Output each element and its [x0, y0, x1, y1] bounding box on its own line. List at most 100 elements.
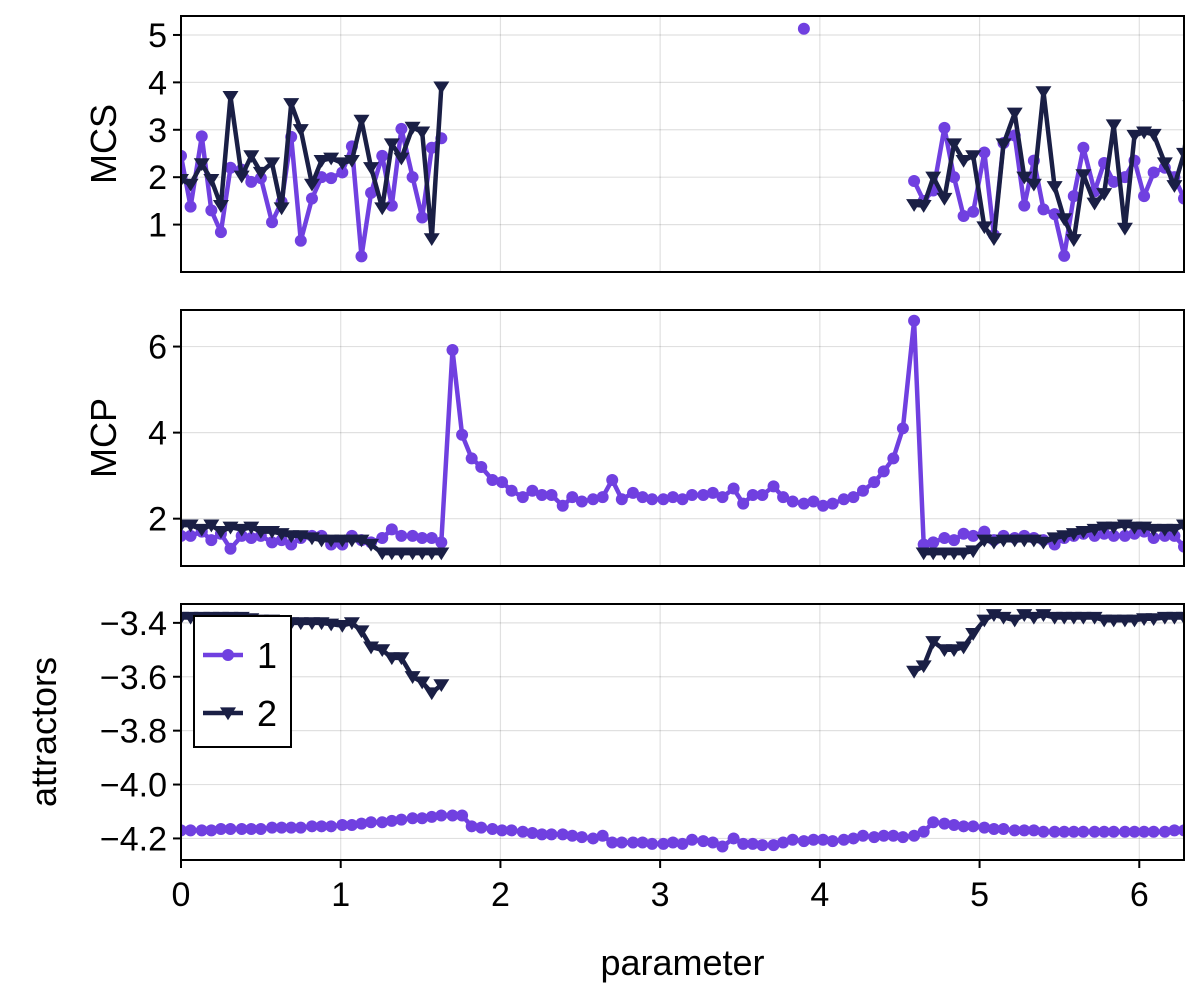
series-1-point — [877, 829, 890, 842]
series-1-point — [927, 536, 940, 549]
series-1-point — [224, 161, 237, 174]
series-1-point — [355, 817, 368, 830]
series-2-point — [414, 126, 431, 140]
series-1-point — [1147, 166, 1160, 179]
series-1-point — [1178, 540, 1184, 553]
series-2-point — [353, 625, 370, 639]
series-1-point — [1058, 825, 1071, 838]
series-2-point — [273, 202, 290, 216]
series-1-point — [868, 476, 881, 489]
series-1-point — [908, 829, 921, 842]
series-1-point — [245, 175, 258, 188]
series-2-point — [1105, 119, 1122, 133]
series-1-point — [376, 816, 389, 829]
plot-area — [181, 22, 1184, 263]
series-2-point — [334, 157, 351, 171]
series-1-point — [224, 542, 237, 555]
series-1-point — [266, 536, 279, 549]
series-1-point — [416, 211, 429, 224]
series-1-point — [676, 493, 689, 506]
series-1-point — [385, 814, 398, 827]
x-tick-label: 5 — [970, 876, 989, 914]
series-1-point — [456, 809, 469, 822]
series-1-point — [245, 823, 258, 836]
series-1-line — [181, 318, 1184, 552]
series-1-point — [697, 489, 710, 502]
series-1-point — [435, 809, 448, 822]
series-1-point — [425, 141, 438, 154]
series-1-point — [1058, 249, 1071, 262]
series-2-point — [906, 665, 923, 679]
series-1-point — [446, 344, 459, 357]
series-1-point — [596, 829, 609, 842]
series-1-point — [1008, 824, 1021, 837]
series-1-point — [587, 493, 600, 506]
series-1-point — [1067, 825, 1080, 838]
series-1-point — [516, 491, 529, 504]
series-2-point — [1116, 222, 1133, 236]
series-1-point — [545, 828, 558, 841]
series-1-point — [556, 499, 569, 512]
series-1-point — [526, 484, 539, 497]
series-1-point — [706, 836, 719, 849]
series-1-point — [676, 837, 689, 850]
series-2-point — [1075, 611, 1092, 625]
series-2-point — [252, 525, 269, 539]
series-1-point — [184, 824, 197, 837]
series-1-point — [1107, 825, 1120, 838]
series-1-point — [967, 529, 980, 542]
series-1-point — [978, 525, 991, 538]
series-2-point — [995, 138, 1012, 152]
x-tick-label: 4 — [810, 876, 829, 914]
series-1-point — [847, 491, 860, 504]
series-1-point — [406, 529, 419, 542]
series-1-point — [205, 534, 218, 547]
series-1-point — [355, 250, 368, 263]
series-1-point — [486, 823, 499, 836]
series-2-point — [946, 138, 963, 152]
series-1-point — [987, 823, 1000, 836]
y-tick-label: 2 — [148, 501, 167, 539]
series-2-point — [955, 641, 972, 655]
series-1-point — [727, 482, 740, 495]
series-2-point — [193, 523, 210, 537]
series-1-point — [266, 821, 279, 834]
series-2-point — [925, 636, 942, 649]
series-2-point — [1176, 611, 1184, 625]
series-1-point — [606, 836, 619, 849]
series-1-point — [181, 149, 187, 162]
series-2-point — [303, 178, 320, 192]
series-1-point — [706, 486, 719, 499]
series-1-point — [686, 833, 699, 846]
series-1-point — [475, 461, 488, 474]
series-2-point — [915, 200, 932, 213]
x-tick-label: 1 — [331, 876, 350, 914]
series-1-point — [1118, 825, 1131, 838]
legend-box — [193, 615, 292, 748]
series-1-point — [365, 186, 378, 199]
plot-area — [181, 609, 1184, 853]
series-1-point — [285, 821, 298, 834]
y-tick-label: 2 — [148, 159, 167, 197]
series-1-point — [395, 122, 408, 135]
series-1-point — [948, 534, 961, 547]
series-2-point — [383, 138, 400, 152]
series-1-point — [837, 493, 850, 506]
series-1-point — [336, 166, 349, 179]
y-axis-label: MCP — [83, 398, 124, 478]
series-2-point — [1016, 171, 1033, 185]
series-2-point — [423, 233, 440, 247]
series-1-point — [587, 832, 600, 845]
series-1-point — [657, 837, 670, 850]
series-1-point — [746, 837, 759, 850]
series-1-point — [195, 824, 208, 837]
series-2-point — [1056, 213, 1073, 227]
series-2-point — [264, 157, 281, 171]
series-1-point — [957, 527, 970, 540]
series-2-point — [1096, 188, 1113, 201]
series-1-point — [817, 833, 830, 846]
series-1-point — [737, 497, 750, 510]
series-2-point — [212, 200, 229, 213]
series-2-point — [313, 154, 330, 168]
series-1-point — [856, 484, 869, 497]
